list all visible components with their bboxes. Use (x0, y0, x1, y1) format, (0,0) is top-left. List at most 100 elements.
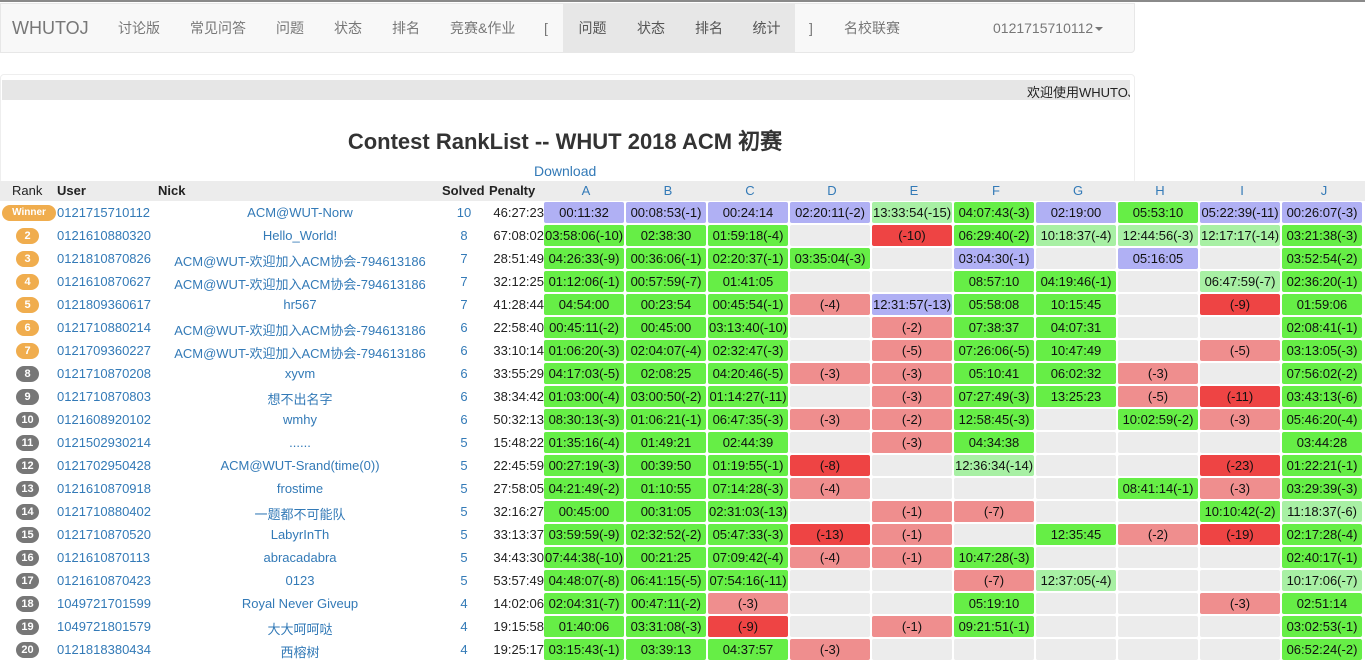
col-problem-i[interactable]: I (1240, 183, 1244, 198)
nick-link[interactable]: ACM@WUT-欢迎加入ACM协会-794613186 (174, 277, 426, 292)
nick-link[interactable]: 西榕树 (280, 645, 320, 660)
nick-link[interactable]: Hello_World! (262, 228, 338, 243)
solved-count-link[interactable]: 5 (460, 527, 468, 542)
solved-count-link[interactable]: 6 (460, 412, 468, 427)
col-rank[interactable]: Rank (12, 183, 43, 198)
nav-item-faq[interactable]: 常见问答 (190, 20, 246, 36)
solved-count-link[interactable]: 6 (460, 389, 468, 404)
nav-item-discuss[interactable]: 讨论版 (118, 20, 160, 36)
nick-link[interactable]: ACM@WUT-欢迎加入ACM协会-794613186 (174, 254, 426, 269)
problem-cell: (-1) (872, 501, 952, 522)
solved-count-link[interactable]: 6 (460, 366, 468, 381)
col-problem-c[interactable]: C (745, 183, 755, 198)
user-id-link[interactable]: 0121702950428 (57, 458, 151, 473)
solved-count-link[interactable]: 10 (456, 205, 472, 220)
user-id-link[interactable]: 0121710880402 (57, 504, 151, 519)
solved-count-link[interactable]: 6 (460, 320, 468, 335)
problem-cell: 00:21:25 (626, 547, 706, 568)
user-id-link[interactable]: 0121610880320 (57, 228, 151, 243)
solved-count-link[interactable]: 4 (460, 619, 468, 634)
user-menu[interactable]: 0121715710112 (993, 4, 1104, 52)
contest-tab-statistics[interactable]: 统计 (738, 4, 795, 52)
solved-count-link[interactable]: 6 (460, 343, 468, 358)
brand-link[interactable]: WHUTOJ (12, 18, 89, 38)
nick-link[interactable]: 0123 (285, 573, 315, 588)
user-id-link[interactable]: 0121610870423 (57, 573, 151, 588)
user-id-link[interactable]: 1049721801579 (57, 619, 151, 634)
nick-link[interactable]: xyvm (284, 366, 316, 381)
user-id-link[interactable]: 0121610870627 (57, 274, 151, 289)
user-id-link[interactable]: 0121810870826 (57, 251, 151, 266)
nick-link[interactable]: ACM@WUT-Srand(time(0)) (220, 458, 380, 473)
user-id-link[interactable]: 0121710870208 (57, 366, 151, 381)
solved-count-link[interactable]: 8 (460, 228, 468, 243)
nick-link[interactable]: ACM@WUT-欢迎加入ACM协会-794613186 (174, 323, 426, 338)
user-id-link[interactable]: 0121715710112 (57, 205, 151, 220)
solved-count-link[interactable]: 5 (460, 573, 468, 588)
contest-tab-ranklist[interactable]: 排名 (680, 4, 738, 52)
user-id-link[interactable]: 1049721701599 (57, 596, 151, 611)
problem-cell: (-2) (1118, 524, 1198, 545)
solved-count-link[interactable]: 7 (460, 274, 468, 289)
nick-link[interactable]: LabyrInTh (270, 527, 330, 542)
solved-count-link[interactable]: 7 (460, 297, 468, 312)
col-problem-f[interactable]: F (992, 183, 1000, 198)
user-id-link[interactable]: 0121710880214 (57, 320, 151, 335)
user-id-link[interactable]: 0121502930214 (57, 435, 151, 450)
solved-count-link[interactable]: 5 (460, 550, 468, 565)
col-problem-b[interactable]: B (663, 183, 673, 198)
col-problem-h[interactable]: H (1155, 183, 1165, 198)
nick-link[interactable]: ...... (289, 435, 311, 450)
solved-count-link[interactable]: 7 (460, 251, 468, 266)
nick-link[interactable]: abracadabra (263, 550, 337, 565)
col-nick[interactable]: Nick (158, 183, 186, 198)
col-problem-j[interactable]: J (1320, 183, 1328, 198)
user-id-link[interactable]: 0121710870520 (57, 527, 151, 542)
nick-link[interactable]: ACM@WUT-欢迎加入ACM协会-794613186 (174, 346, 426, 361)
col-problem-g[interactable]: G (1072, 183, 1084, 198)
nav-item-ranking[interactable]: 排名 (392, 20, 420, 36)
col-problem-d[interactable]: D (827, 183, 837, 198)
problem-cell: 05:10:41 (954, 363, 1034, 384)
download-link[interactable]: Download (534, 163, 597, 179)
user-id-link[interactable]: 0121809360617 (57, 297, 151, 312)
solved-count-link[interactable]: 5 (460, 481, 468, 496)
col-problem-a[interactable]: A (581, 183, 591, 198)
user-id-link[interactable]: 0121709360227 (57, 343, 151, 358)
problem-cell (790, 501, 870, 522)
ranklist-header: Rank User Nick Solved Penalty A B C D E … (0, 181, 1365, 201)
nick-link[interactable]: 想不出名字 (267, 392, 333, 407)
user-id-link[interactable]: 0121818380434 (57, 642, 151, 657)
nick-link[interactable]: 一题都不可能队 (254, 507, 346, 522)
problem-cell (1036, 593, 1116, 614)
nick-link[interactable]: wmhy (283, 412, 317, 427)
nick-link[interactable]: frostime (276, 481, 324, 496)
solved-count-link[interactable]: 4 (460, 596, 468, 611)
solved-count-link[interactable]: 5 (460, 458, 468, 473)
col-solved[interactable]: Solved (442, 183, 485, 198)
nick-link[interactable]: ACM@WUT-Norw (247, 205, 353, 220)
rank-badge: 12 (16, 458, 39, 474)
solved-count-link[interactable]: 5 (460, 504, 468, 519)
nav-item-status[interactable]: 状态 (334, 20, 362, 36)
nav-item-problems[interactable]: 问题 (276, 20, 304, 36)
user-id-link[interactable]: 0121608920102 (57, 412, 151, 427)
problem-cell: (-3) (872, 363, 952, 384)
col-user[interactable]: User (57, 183, 86, 198)
col-penalty[interactable]: Penalty (489, 183, 536, 198)
user-id-link[interactable]: 0121610870918 (57, 481, 151, 496)
solved-count-link[interactable]: 5 (460, 435, 468, 450)
user-id-link[interactable]: 0121710870803 (57, 389, 151, 404)
problem-cell: 01:35:16(-4) (544, 432, 624, 453)
penalty-time: 19:25:17 (493, 642, 544, 657)
nav-item-contests[interactable]: 竞赛&作业 (450, 20, 516, 36)
contest-tab-problems[interactable]: 问题 (563, 4, 622, 52)
solved-count-link[interactable]: 4 (460, 642, 468, 657)
col-problem-e[interactable]: E (909, 183, 919, 198)
user-id-link[interactable]: 0121610870113 (57, 550, 151, 565)
contest-tab-status[interactable]: 状态 (622, 4, 680, 52)
nav-item-school-league[interactable]: 名校联赛 (844, 20, 900, 36)
nick-link[interactable]: hr567 (283, 297, 317, 312)
nick-link[interactable]: 大大呵呵哒 (267, 622, 333, 637)
nick-link[interactable]: Royal Never Giveup (241, 596, 359, 611)
